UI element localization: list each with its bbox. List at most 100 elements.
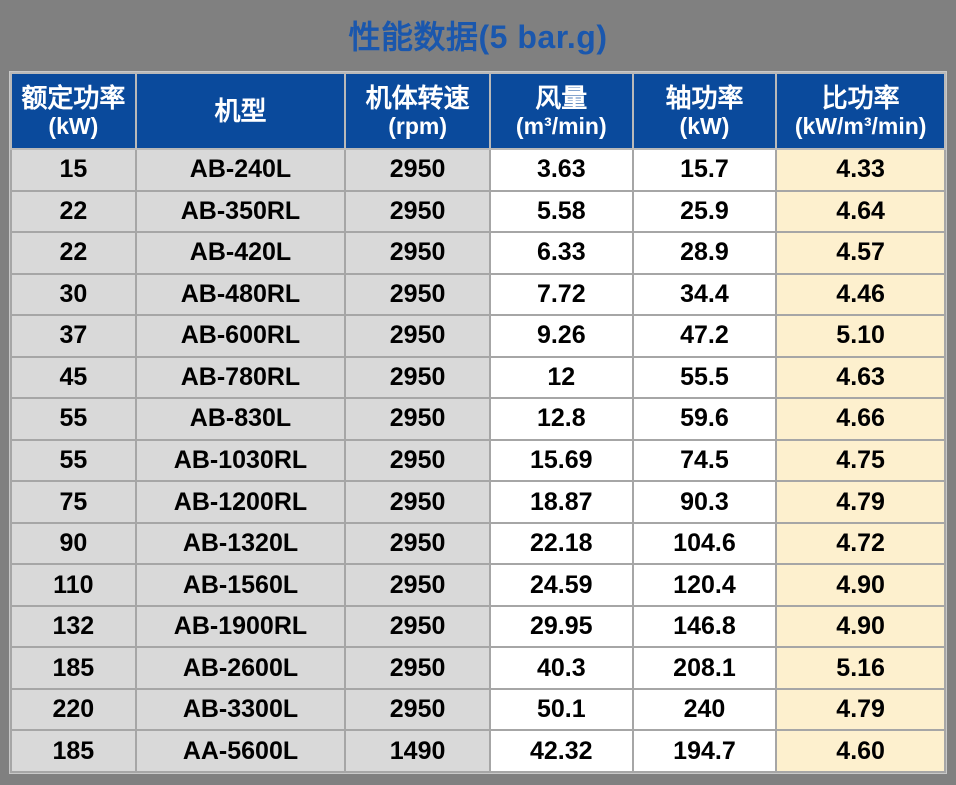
table-cell: 4.57 (775, 231, 946, 275)
table-cell: 40.3 (488, 646, 634, 690)
table-cell: 34.4 (631, 272, 778, 317)
table-row: 110 AB-1560L 2950 24.59 120.4 4.90 (10, 563, 946, 607)
table-cell: 104.6 (631, 521, 778, 566)
table-row: 185 AA-5600L 1490 42.32 194.7 4.60 (10, 729, 946, 773)
table-cell: AB-2600L (134, 646, 347, 690)
table-cell: 55.5 (631, 355, 778, 400)
table-cell: 3.63 (488, 148, 634, 192)
table-cell: 37 (10, 314, 137, 358)
table-cell: 185 (10, 646, 137, 690)
table-cell: 18.87 (488, 480, 634, 524)
table-cell: 15 (10, 148, 137, 192)
table-cell: 12.8 (488, 397, 634, 441)
table-cell: 5.10 (775, 314, 946, 358)
table-cell: 132 (10, 604, 137, 649)
table-cell: 9.26 (488, 314, 634, 358)
table-cell: 194.7 (631, 729, 778, 773)
table-cell: 28.9 (631, 231, 778, 275)
table-row: 22 AB-350RL 2950 5.58 25.9 4.64 (10, 189, 946, 234)
column-header-name: 机体转速 (365, 82, 470, 113)
table-row: 220 AB-3300L 2950 50.1 240 4.79 (10, 687, 946, 732)
table-cell: 42.32 (488, 729, 634, 773)
table-cell: 4.72 (775, 521, 946, 566)
table-cell: 22.18 (488, 521, 634, 566)
column-header-4: 轴功率 (kW) (631, 72, 778, 150)
table-cell: 5.16 (775, 646, 946, 690)
table-cell: 75 (10, 480, 137, 524)
table-cell: AB-1900RL (134, 604, 347, 649)
table-cell: AB-780RL (134, 355, 347, 400)
table-cell: 22 (10, 189, 137, 234)
table-cell: 2950 (344, 438, 491, 483)
table-cell: 90.3 (631, 480, 778, 524)
table-cell: 2950 (344, 148, 491, 192)
table-cell: AB-830L (134, 397, 347, 441)
table-cell: 4.66 (775, 397, 946, 441)
table-cell: 4.63 (775, 355, 946, 400)
table-cell: 7.72 (488, 272, 634, 317)
table-cell: 2950 (344, 563, 491, 607)
table-cell: 2950 (344, 314, 491, 358)
table-cell: 4.79 (775, 480, 946, 524)
column-header-name: 机型 (214, 96, 267, 126)
table-cell: 4.33 (775, 148, 946, 192)
table-cell: 24.59 (488, 563, 634, 607)
column-header-name: 比功率 (821, 82, 900, 113)
column-header-1: 机型 (134, 72, 347, 150)
table-cell: 2950 (344, 355, 491, 400)
table-cell: 74.5 (631, 438, 778, 483)
column-header-unit: (kW) (48, 112, 99, 139)
table-cell: 2950 (344, 646, 491, 690)
page-title: 性能数据(5 bar.g) (348, 19, 608, 55)
table-cell: 4.60 (775, 729, 946, 773)
column-header-name: 风量 (535, 82, 588, 113)
table-row: 132 AB-1900RL 2950 29.95 146.8 4.90 (10, 604, 946, 649)
table-cell: 90 (10, 521, 137, 566)
table-cell: 4.79 (775, 687, 946, 732)
column-header-0: 额定功率 (kW) (10, 72, 137, 150)
table-cell: AB-240L (134, 148, 347, 192)
column-header-unit: (rpm) (388, 112, 447, 139)
table-cell: AB-480RL (134, 272, 347, 317)
column-header-unit: (m³/min) (515, 112, 607, 139)
table-cell: 146.8 (631, 604, 778, 649)
table-cell: AB-420L (134, 231, 347, 275)
table-cell: 29.95 (488, 604, 634, 649)
table-cell: 15.7 (631, 148, 778, 192)
table-cell: 6.33 (488, 231, 634, 275)
table-cell: AB-350RL (134, 189, 347, 234)
table-cell: 208.1 (631, 646, 778, 690)
table-row: 90 AB-1320L 2950 22.18 104.6 4.72 (10, 521, 946, 566)
table-cell: 5.58 (488, 189, 634, 234)
table-cell: 240 (631, 687, 778, 732)
table-cell: 15.69 (488, 438, 634, 483)
table-cell: 2950 (344, 397, 491, 441)
table-row: 15 AB-240L 2950 3.63 15.7 4.33 (10, 148, 946, 192)
table-cell: 4.64 (775, 189, 946, 234)
column-header-5: 比功率 (kW/m³/min) (775, 72, 946, 150)
table-cell: AB-1030RL (134, 438, 347, 483)
table-cell: AB-3300L (134, 687, 347, 732)
column-header-name: 额定功率 (21, 82, 126, 113)
table-cell: 2950 (344, 521, 491, 566)
column-header-unit: (kW/m³/min) (794, 112, 927, 139)
table-cell: AA-5600L (134, 729, 347, 773)
table-cell: 4.90 (775, 604, 946, 649)
column-header-name: 轴功率 (665, 82, 744, 113)
table-cell: AB-1200RL (134, 480, 347, 524)
column-header-2: 机体转速 (rpm) (344, 72, 491, 150)
header-row: 额定功率 (kW) 机型 机体转速 (rpm) 风量 (m³/min) 轴功率 (kW) 比功率(… (10, 72, 946, 150)
table-cell: 110 (10, 563, 137, 607)
table-cell: 22 (10, 231, 137, 275)
table-cell: 2950 (344, 687, 491, 732)
table-cell: 2950 (344, 272, 491, 317)
table-row: 75 AB-1200RL 2950 18.87 90.3 4.79 (10, 480, 946, 524)
table-cell: 2950 (344, 189, 491, 234)
table-cell: 59.6 (631, 397, 778, 441)
table-cell: AB-1560L (134, 563, 347, 607)
table-cell: 25.9 (631, 189, 778, 234)
column-header-3: 风量 (m³/min) (488, 72, 634, 150)
table-cell: 2950 (344, 480, 491, 524)
table-row: 55 AB-1030RL 2950 15.69 74.5 4.75 (10, 438, 946, 483)
table-cell: AB-600RL (134, 314, 347, 358)
